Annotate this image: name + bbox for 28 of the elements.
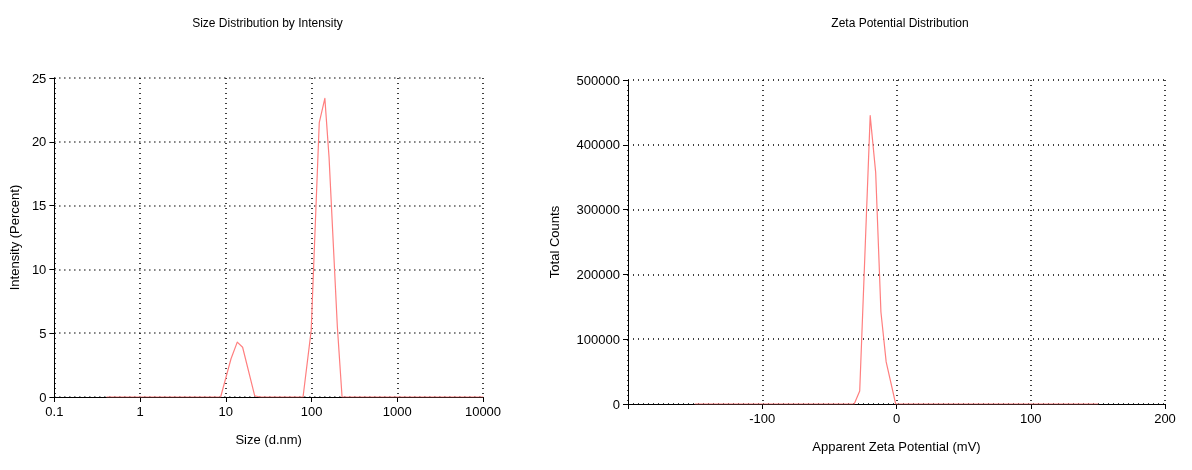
x-axis-title: Apparent Zeta Potential (mV) <box>812 439 981 454</box>
y-tick-label: 25 <box>31 70 47 86</box>
x-tick-label: 1 <box>136 404 144 419</box>
x-tick-label: 100 <box>300 404 323 419</box>
chart-title: Size Distribution by Intensity <box>192 16 343 30</box>
y-tick-label: 20 <box>31 134 47 150</box>
x-tick-label: 0 <box>892 411 901 426</box>
x-tick-label: 1000 <box>382 404 412 419</box>
x-tick-label: 10000 <box>464 404 502 419</box>
chart-title: Zeta Potential Distribution <box>831 16 969 30</box>
line-series <box>694 115 1099 405</box>
y-tick-label: 300000 <box>576 202 620 218</box>
y-tick-label: 200000 <box>576 266 620 282</box>
y-tick-label: 400000 <box>576 137 620 153</box>
y-tick-label: 5 <box>39 325 47 341</box>
y-tick-label: 10 <box>31 261 47 277</box>
y-tick-label: 500000 <box>576 72 620 88</box>
x-tick-label: -100 <box>749 411 776 426</box>
x-tick-label: 100 <box>1019 411 1042 426</box>
y-tick-label: 15 <box>31 198 47 214</box>
x-axis-title: Size (d.nm) <box>235 432 302 447</box>
y-tick-label: 100000 <box>576 331 620 347</box>
y-axis-title: Intensity (Percent) <box>7 184 22 291</box>
y-axis-title: Total Counts <box>547 205 562 279</box>
x-tick-label: 200 <box>1154 411 1176 426</box>
x-tick-label: 10 <box>218 404 234 419</box>
x-tick-label: 0.1 <box>45 404 64 419</box>
y-tick-label: 0 <box>39 389 47 405</box>
